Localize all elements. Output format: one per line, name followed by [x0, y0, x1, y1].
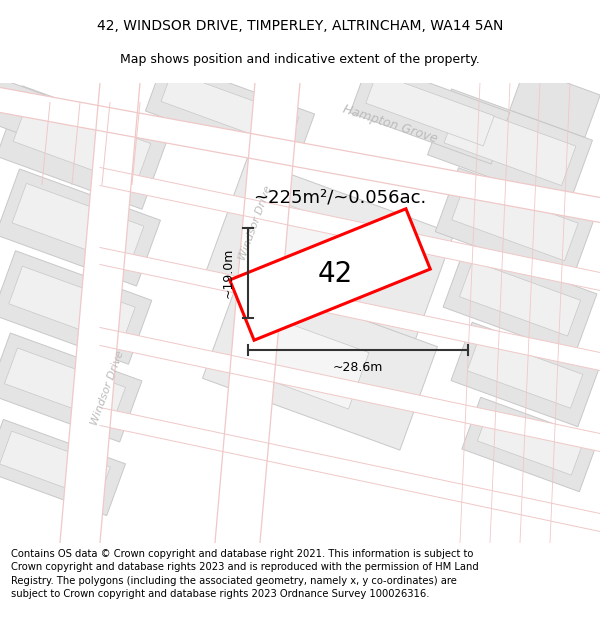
Polygon shape [467, 337, 583, 408]
Polygon shape [451, 322, 599, 427]
Polygon shape [9, 266, 135, 345]
Polygon shape [145, 59, 314, 166]
Polygon shape [161, 71, 299, 148]
Polygon shape [100, 328, 600, 451]
Polygon shape [12, 183, 144, 266]
Text: ~225m²/~0.056ac.: ~225m²/~0.056ac. [253, 189, 427, 206]
Polygon shape [0, 88, 600, 222]
Polygon shape [13, 99, 151, 186]
Polygon shape [100, 168, 600, 291]
Text: Map shows position and indicative extent of the property.: Map shows position and indicative extent… [120, 53, 480, 66]
Polygon shape [0, 86, 167, 209]
Polygon shape [366, 73, 494, 146]
Text: ~19.0m: ~19.0m [221, 248, 235, 298]
Text: Windsor Drive: Windsor Drive [90, 349, 126, 426]
Polygon shape [460, 261, 581, 336]
Text: 42: 42 [317, 261, 353, 289]
Polygon shape [215, 82, 300, 542]
Text: Windsor Drive: Windsor Drive [238, 184, 274, 261]
Polygon shape [203, 275, 437, 450]
Polygon shape [0, 68, 45, 138]
Polygon shape [0, 333, 142, 442]
Polygon shape [206, 159, 454, 346]
Polygon shape [60, 82, 140, 542]
Text: 42, WINDSOR DRIVE, TIMPERLEY, ALTRINCHAM, WA14 5AN: 42, WINDSOR DRIVE, TIMPERLEY, ALTRINCHAM… [97, 19, 503, 33]
Polygon shape [435, 168, 595, 281]
Polygon shape [452, 182, 578, 261]
Polygon shape [231, 310, 369, 409]
Polygon shape [428, 89, 592, 206]
Polygon shape [230, 209, 430, 340]
Polygon shape [0, 251, 152, 364]
Polygon shape [100, 248, 600, 371]
Polygon shape [462, 398, 598, 492]
Polygon shape [443, 246, 597, 355]
Polygon shape [350, 61, 510, 164]
Polygon shape [100, 408, 600, 531]
Polygon shape [444, 103, 576, 186]
Polygon shape [0, 431, 110, 500]
Polygon shape [0, 169, 160, 286]
Polygon shape [478, 410, 583, 475]
Text: Hampton Grove: Hampton Grove [341, 103, 439, 146]
Polygon shape [0, 419, 125, 516]
Polygon shape [4, 348, 125, 423]
Polygon shape [238, 195, 382, 300]
Polygon shape [510, 68, 600, 138]
Text: ~28.6m: ~28.6m [333, 361, 383, 374]
Text: Contains OS data © Crown copyright and database right 2021. This information is : Contains OS data © Crown copyright and d… [11, 549, 479, 599]
